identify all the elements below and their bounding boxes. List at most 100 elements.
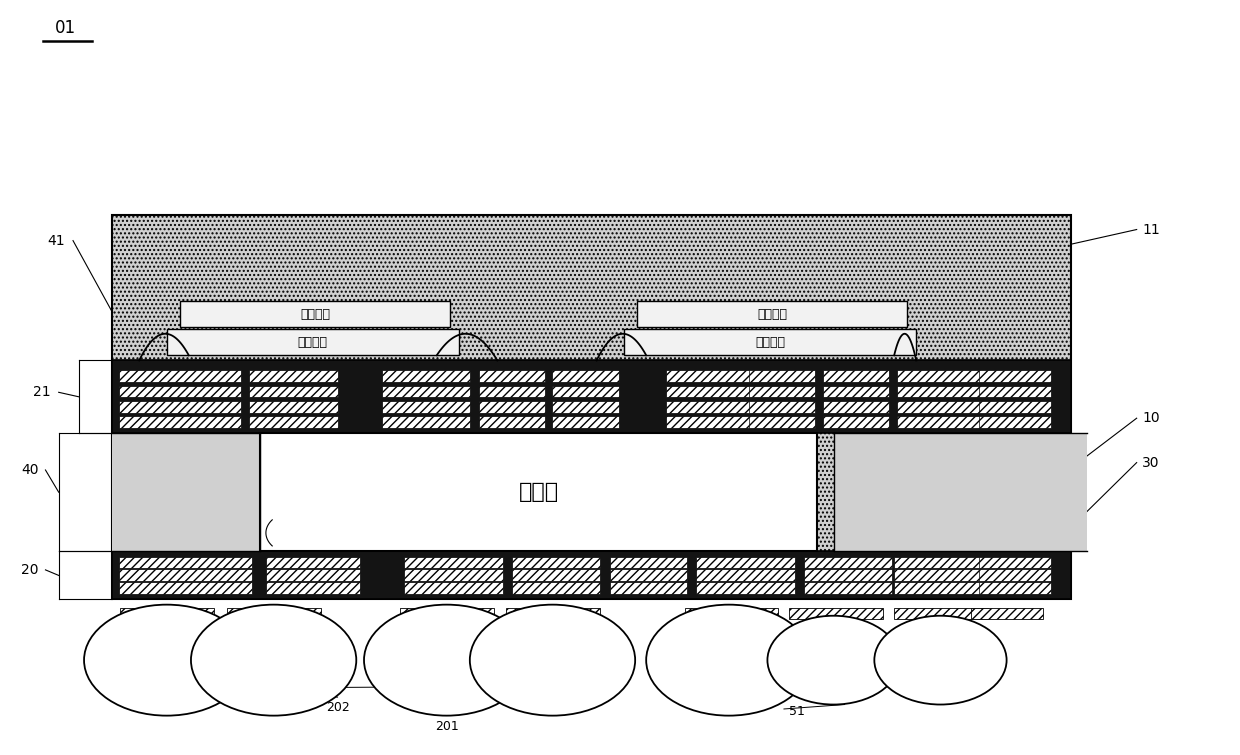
Bar [804, 556, 892, 569]
Bar [382, 401, 470, 413]
Bar [971, 609, 1043, 618]
Bar [120, 609, 215, 618]
Bar [980, 370, 1050, 382]
Bar [404, 582, 503, 594]
Bar [666, 370, 754, 382]
Text: 51: 51 [790, 705, 805, 719]
Text: 201: 201 [435, 720, 459, 733]
Text: 40: 40 [21, 463, 38, 477]
Bar [696, 556, 795, 569]
Bar [980, 386, 1050, 397]
Bar [249, 401, 337, 413]
Bar [898, 386, 986, 397]
Bar [898, 401, 986, 413]
Bar [666, 401, 754, 413]
Bar [265, 569, 360, 581]
Bar [980, 416, 1050, 428]
Text: 叠加芯片: 叠加芯片 [300, 308, 330, 321]
Bar [804, 582, 892, 594]
Bar [249, 386, 337, 397]
Bar [749, 416, 815, 428]
Bar [112, 551, 1070, 599]
Bar [610, 556, 687, 569]
Text: 41: 41 [47, 233, 66, 248]
Bar [265, 582, 360, 594]
Bar [980, 401, 1050, 413]
Bar [112, 433, 260, 551]
Text: 21: 21 [33, 385, 51, 399]
Bar [260, 433, 817, 551]
Text: 31: 31 [290, 526, 308, 540]
Bar [119, 556, 252, 569]
Bar [382, 370, 470, 382]
Bar [898, 370, 986, 382]
Bar [512, 569, 600, 581]
Bar [382, 416, 470, 428]
Bar [980, 556, 1050, 569]
Bar [112, 360, 1070, 433]
Text: 202: 202 [326, 701, 350, 713]
Bar [249, 370, 337, 382]
Bar [404, 569, 503, 581]
Circle shape [646, 605, 811, 716]
Bar [119, 370, 241, 382]
Circle shape [768, 616, 900, 704]
Bar [610, 569, 687, 581]
Bar [119, 416, 241, 428]
Bar [790, 609, 883, 618]
Bar [249, 416, 337, 428]
Bar [666, 416, 754, 428]
Bar [749, 401, 815, 413]
Text: 20: 20 [21, 563, 38, 577]
Bar [512, 556, 600, 569]
Bar [804, 569, 892, 581]
Bar [894, 609, 988, 618]
Text: 30: 30 [1142, 455, 1159, 470]
Circle shape [470, 605, 635, 716]
Bar [822, 401, 889, 413]
Bar [894, 569, 1027, 581]
Bar [119, 386, 241, 397]
Bar [265, 556, 360, 569]
Bar [506, 609, 600, 618]
Text: 11: 11 [1142, 223, 1159, 236]
Bar [119, 401, 241, 413]
Bar [684, 609, 779, 618]
Bar [749, 370, 815, 382]
Bar [479, 386, 544, 397]
Bar [227, 609, 321, 618]
Bar [894, 582, 1027, 594]
Bar [696, 569, 795, 581]
Text: 201: 201 [430, 691, 454, 704]
Bar [119, 569, 252, 581]
Bar [112, 214, 1070, 599]
Bar [696, 582, 795, 594]
Bar [479, 401, 544, 413]
Bar [822, 370, 889, 382]
Bar [382, 386, 470, 397]
Text: 叠加芯片: 叠加芯片 [298, 336, 327, 349]
Bar [749, 386, 815, 397]
Text: 叠加芯片: 叠加芯片 [758, 308, 787, 321]
Bar [479, 416, 544, 428]
Bar [833, 433, 1087, 551]
Bar [637, 301, 908, 327]
Text: 10: 10 [1142, 411, 1159, 425]
Circle shape [874, 616, 1007, 704]
Bar [822, 386, 889, 397]
Text: 叠加芯片: 叠加芯片 [755, 336, 785, 349]
Bar [980, 582, 1050, 594]
Bar [553, 370, 619, 382]
Bar [822, 416, 889, 428]
Bar [119, 582, 252, 594]
Bar [553, 386, 619, 397]
Bar [401, 609, 494, 618]
Circle shape [191, 605, 356, 716]
Circle shape [84, 605, 249, 716]
Bar [180, 301, 450, 327]
Bar [610, 582, 687, 594]
Text: 主芯片: 主芯片 [518, 482, 559, 502]
Bar [512, 582, 600, 594]
Bar [479, 370, 544, 382]
Bar [166, 329, 459, 356]
